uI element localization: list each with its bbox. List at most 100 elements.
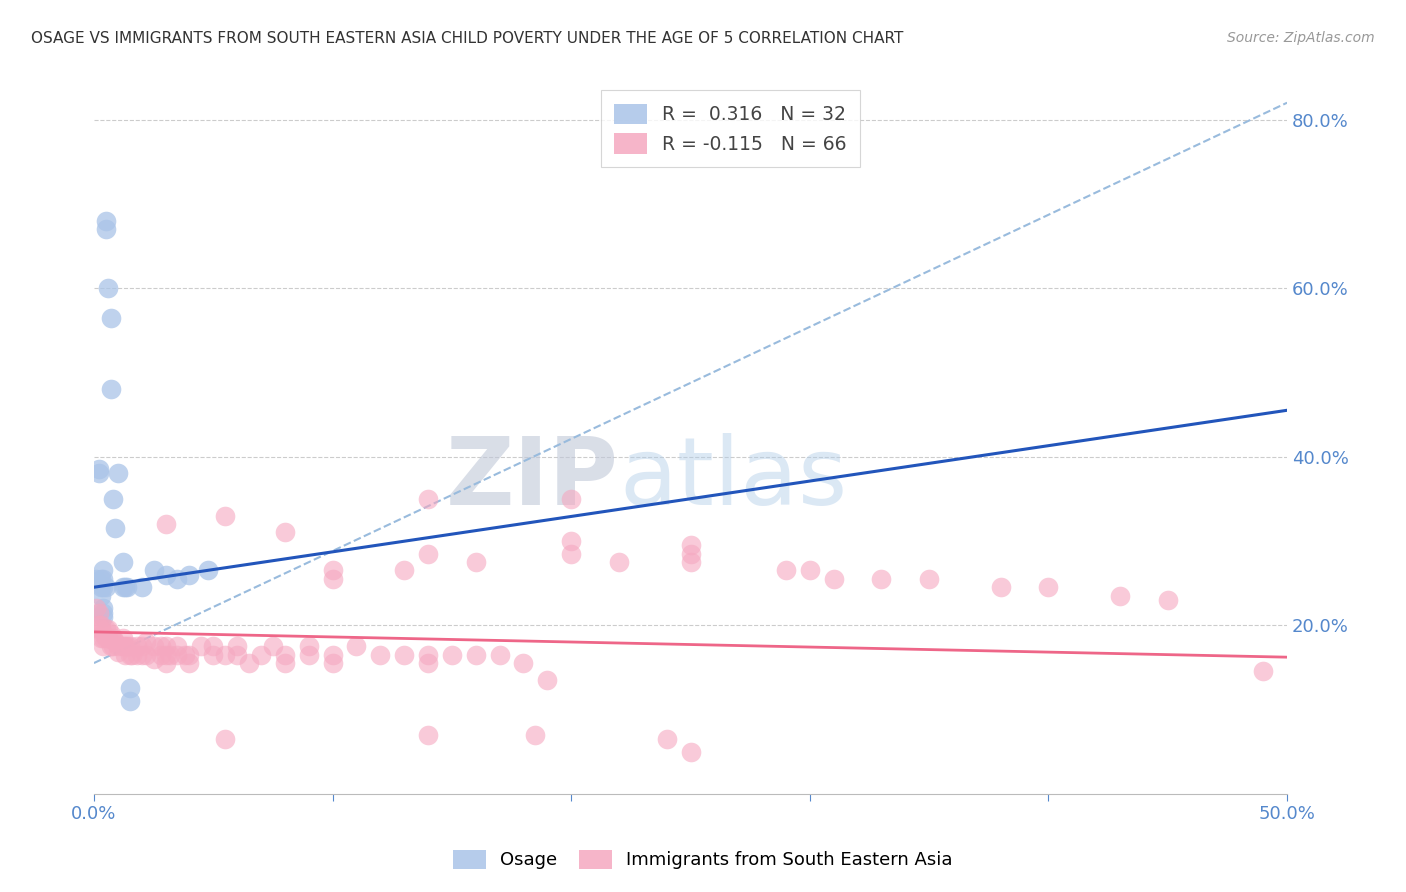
Point xyxy=(90,589,112,603)
Point xyxy=(90,580,112,594)
Point xyxy=(118,648,141,662)
Point xyxy=(262,639,284,653)
Point xyxy=(155,567,177,582)
Point xyxy=(416,491,439,506)
Point xyxy=(298,639,321,653)
Point xyxy=(173,648,195,662)
Point xyxy=(142,563,165,577)
Point xyxy=(104,521,127,535)
Point xyxy=(100,626,122,640)
Point xyxy=(97,631,120,645)
Point xyxy=(117,580,139,594)
Point xyxy=(1251,665,1274,679)
Point xyxy=(799,563,821,577)
Point xyxy=(416,728,439,742)
Point xyxy=(114,639,136,653)
Point xyxy=(322,572,344,586)
Point xyxy=(512,656,534,670)
Point xyxy=(202,639,225,653)
Point xyxy=(274,525,297,540)
Point xyxy=(274,648,297,662)
Point xyxy=(298,648,321,662)
Legend: R =  0.316   N = 32, R = -0.115   N = 66: R = 0.316 N = 32, R = -0.115 N = 66 xyxy=(600,90,860,167)
Point xyxy=(155,516,177,531)
Point xyxy=(94,580,117,594)
Point xyxy=(823,572,845,586)
Point xyxy=(94,213,117,227)
Point xyxy=(679,538,702,552)
Point xyxy=(117,639,139,653)
Point xyxy=(346,639,368,653)
Point xyxy=(190,639,212,653)
Point xyxy=(679,555,702,569)
Point xyxy=(97,281,120,295)
Point xyxy=(142,652,165,666)
Point xyxy=(100,310,122,325)
Point xyxy=(775,563,797,577)
Text: OSAGE VS IMMIGRANTS FROM SOUTH EASTERN ASIA CHILD POVERTY UNDER THE AGE OF 5 COR: OSAGE VS IMMIGRANTS FROM SOUTH EASTERN A… xyxy=(31,31,903,46)
Point xyxy=(679,547,702,561)
Point xyxy=(238,656,260,670)
Point xyxy=(87,623,110,637)
Point xyxy=(93,626,115,640)
Point xyxy=(111,580,134,594)
Legend: Osage, Immigrants from South Eastern Asia: Osage, Immigrants from South Eastern Asi… xyxy=(444,841,962,879)
Point xyxy=(679,745,702,759)
Point xyxy=(214,731,236,746)
Point xyxy=(322,656,344,670)
Point xyxy=(93,601,115,615)
Point xyxy=(202,648,225,662)
Point xyxy=(536,673,558,687)
Point xyxy=(131,639,153,653)
Point xyxy=(87,606,110,620)
Point xyxy=(655,731,678,746)
Point xyxy=(416,547,439,561)
Point xyxy=(392,648,415,662)
Point xyxy=(104,635,127,649)
Point xyxy=(250,648,273,662)
Point xyxy=(368,648,391,662)
Point xyxy=(488,648,510,662)
Point xyxy=(166,572,188,586)
Point xyxy=(214,648,236,662)
Point xyxy=(90,618,112,632)
Point xyxy=(93,572,115,586)
Point xyxy=(1109,589,1132,603)
Point xyxy=(87,618,110,632)
Point xyxy=(149,648,172,662)
Point xyxy=(93,606,115,620)
Point xyxy=(135,635,157,649)
Point xyxy=(440,648,463,662)
Point xyxy=(87,462,110,476)
Point xyxy=(114,648,136,662)
Point xyxy=(93,609,115,624)
Point xyxy=(118,694,141,708)
Point xyxy=(111,631,134,645)
Point xyxy=(111,639,134,653)
Point xyxy=(93,580,115,594)
Point xyxy=(101,639,124,653)
Point xyxy=(179,656,201,670)
Point xyxy=(322,563,344,577)
Point xyxy=(607,555,630,569)
Point xyxy=(125,639,148,653)
Point xyxy=(107,645,129,659)
Point xyxy=(114,580,136,594)
Text: ZIP: ZIP xyxy=(446,433,619,524)
Point xyxy=(226,639,249,653)
Point xyxy=(111,555,134,569)
Point xyxy=(179,648,201,662)
Point xyxy=(159,648,181,662)
Point xyxy=(560,547,582,561)
Point xyxy=(131,648,153,662)
Point xyxy=(86,601,108,615)
Point xyxy=(94,631,117,645)
Point xyxy=(464,555,486,569)
Point xyxy=(166,648,188,662)
Point xyxy=(214,508,236,523)
Point xyxy=(101,491,124,506)
Point xyxy=(100,639,122,653)
Point xyxy=(918,572,941,586)
Point xyxy=(524,728,547,742)
Point xyxy=(870,572,893,586)
